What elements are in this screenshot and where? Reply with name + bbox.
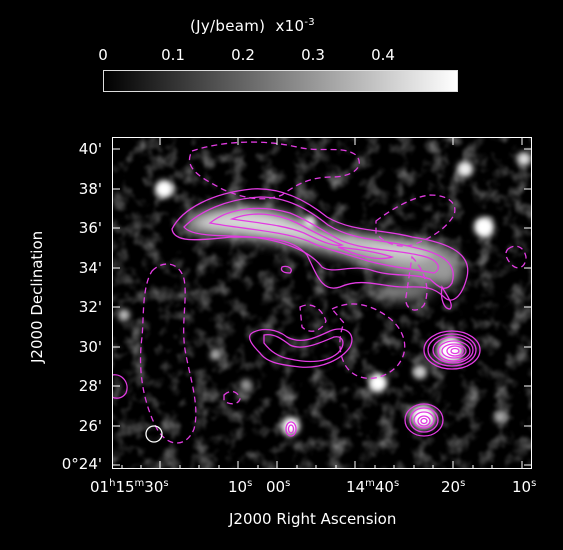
colorbar-tick: 0.4 <box>371 46 395 64</box>
y-tick-label: 40' <box>78 140 102 158</box>
x-tick-label: 14m40s <box>346 478 400 496</box>
plot-frame <box>112 137 532 469</box>
x-axis-label: J2000 Right Ascension <box>229 510 397 528</box>
contours <box>112 188 481 437</box>
background-noise <box>112 137 532 469</box>
radio-image-plot <box>112 137 532 469</box>
x-axis-ticks <box>159 137 523 469</box>
beam-ellipse <box>145 425 163 443</box>
x-tick-label: 01h15m30s <box>90 478 169 496</box>
y-tick-label: 34' <box>78 259 102 277</box>
y-tick-label: 30' <box>78 338 102 356</box>
x-tick-label: 00s <box>266 478 291 496</box>
colorbar-tick: 0.2 <box>231 46 255 64</box>
colorbar-gradient <box>103 70 458 92</box>
colorbar-tick: 0.3 <box>301 46 325 64</box>
y-tick-label: 38' <box>78 180 102 198</box>
x-axis-minor-ticks <box>121 465 493 469</box>
colorbar-tick: 0.1 <box>161 46 185 64</box>
x-tick-label: 20s <box>441 478 466 496</box>
y-tick-label: 26' <box>78 417 102 435</box>
y-tick-label: 36' <box>78 219 102 237</box>
y-tick-label: 28' <box>78 377 102 395</box>
y-tick-label: 0°24' <box>61 455 102 473</box>
y-axis-ticks <box>112 148 532 466</box>
colorbar-unit-label: (Jy/beam) x10-3 <box>190 17 315 35</box>
colorbar-tick: 0 <box>98 46 108 64</box>
negative-contours <box>139 141 527 444</box>
x-tick-label: 10s <box>512 478 537 496</box>
y-axis-label: J2000 Declination <box>28 230 46 363</box>
y-tick-label: 32' <box>78 298 102 316</box>
x-tick-label: 10s <box>228 478 253 496</box>
